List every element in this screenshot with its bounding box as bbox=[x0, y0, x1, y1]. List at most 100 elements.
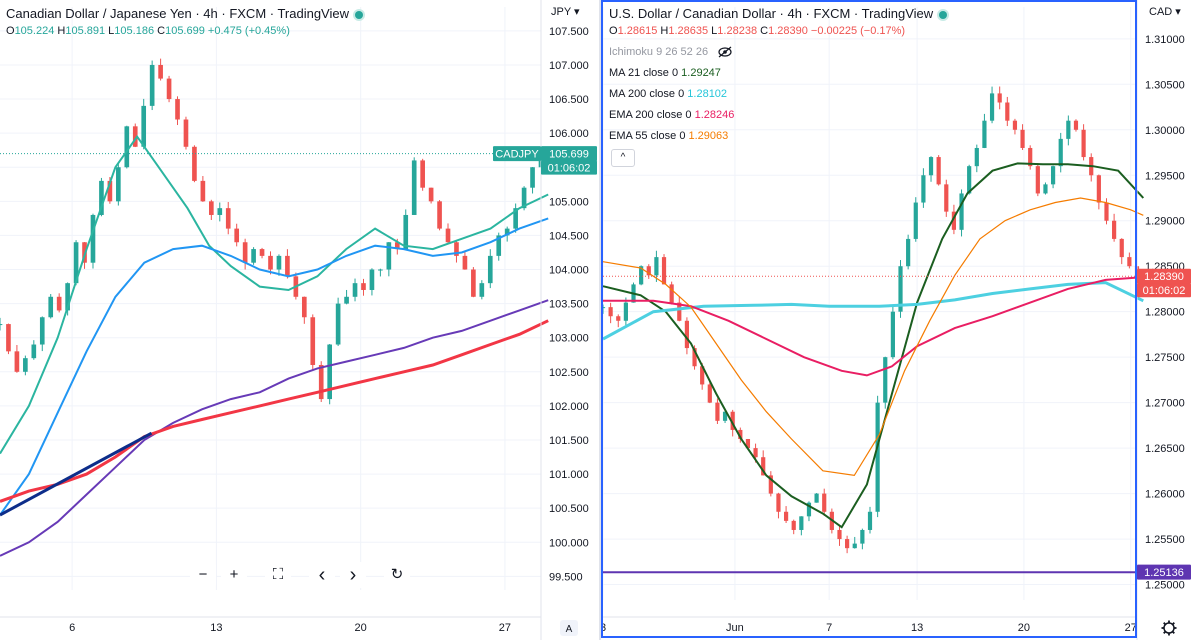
usdcad-legend: U.S. Dollar / Canadian Dollar · 4h · FXC… bbox=[609, 6, 948, 142]
candle-body bbox=[301, 296, 307, 318]
y-tick-label: 104.000 bbox=[549, 265, 589, 277]
candle-body bbox=[445, 228, 451, 243]
candle bbox=[437, 200, 442, 231]
usdcad-chart-panel[interactable]: 1.31000 1.30500 1.30000 1.29500 1.29000 1.285… bbox=[601, 0, 1191, 640]
candle-body bbox=[0, 324, 3, 326]
candle-body bbox=[601, 307, 606, 309]
candle bbox=[166, 75, 172, 103]
gear-tooth bbox=[1171, 622, 1175, 626]
y-tick-label: 107.500 bbox=[549, 26, 589, 38]
candle bbox=[183, 116, 189, 150]
cadjpy-chart-panel[interactable]: 107.500107.000106.500106.000105.500105.0… bbox=[0, 0, 599, 640]
candle bbox=[344, 289, 349, 305]
candle-body bbox=[1096, 175, 1101, 203]
cadjpy-title[interactable]: Canadian Dollar / Japanese Yen · 4h · FX… bbox=[6, 6, 350, 21]
candle bbox=[14, 345, 20, 373]
candle bbox=[1089, 153, 1094, 182]
indicator-ema200[interactable]: EMA 200 close 0 1.28246 bbox=[609, 109, 735, 121]
candle-body bbox=[242, 242, 248, 263]
candle bbox=[209, 199, 214, 220]
candle bbox=[715, 398, 720, 424]
candle bbox=[799, 516, 804, 536]
usdcad-title[interactable]: U.S. Dollar / Canadian Dollar · 4h · FXC… bbox=[609, 6, 934, 21]
candle-body bbox=[883, 357, 888, 403]
candle bbox=[783, 506, 789, 523]
series-line-ema-55-close-0 bbox=[602, 197, 1144, 477]
candle bbox=[1050, 165, 1056, 189]
candle-body bbox=[99, 180, 104, 215]
y-tick-label: 1.26500 bbox=[1145, 443, 1185, 455]
candle-body bbox=[327, 344, 332, 400]
candle-body bbox=[654, 257, 659, 276]
hline-tag: 1.25136 bbox=[1144, 567, 1184, 579]
x-tick-label: 13 bbox=[911, 622, 923, 634]
candle-body bbox=[944, 184, 949, 212]
candle bbox=[890, 306, 895, 360]
market-open-status-icon bbox=[939, 10, 948, 19]
candle bbox=[90, 213, 96, 269]
x-tick-label: 27 bbox=[1125, 622, 1137, 634]
candle bbox=[276, 254, 282, 276]
cadjpy-chart-canvas[interactable]: 107.500107.000106.500106.000105.500105.0… bbox=[0, 0, 599, 640]
candle bbox=[852, 536, 857, 549]
price-tag-bg bbox=[541, 146, 597, 162]
candle-body bbox=[513, 208, 518, 229]
collapse-legend-button[interactable]: ^ bbox=[611, 149, 635, 167]
candle bbox=[285, 249, 290, 279]
scroll-right-button[interactable]: › bbox=[340, 562, 366, 588]
candle bbox=[73, 240, 79, 286]
series-line-ema-200-close-0 bbox=[603, 276, 1144, 377]
hidden-eye-icon[interactable] bbox=[717, 46, 733, 58]
scroll-left-button[interactable]: ‹ bbox=[309, 562, 335, 588]
candle bbox=[974, 144, 979, 173]
candle-body bbox=[73, 242, 79, 284]
candle bbox=[31, 340, 37, 360]
symbol-tag: CADJPY bbox=[495, 149, 539, 161]
candle bbox=[669, 281, 674, 305]
usdcad-chart-canvas[interactable]: 1.310001.305001.300001.295001.290001.285… bbox=[601, 0, 1191, 640]
x-tick-label: 20 bbox=[1018, 622, 1030, 634]
gear-ring bbox=[1163, 622, 1175, 634]
candle bbox=[124, 125, 130, 169]
candle bbox=[327, 344, 332, 405]
candle bbox=[1058, 132, 1063, 173]
indicator-ma21[interactable]: MA 21 close 0 1.29247 bbox=[609, 67, 721, 79]
candle bbox=[806, 501, 812, 522]
candle-body bbox=[411, 160, 417, 215]
candle bbox=[776, 492, 781, 519]
reset-chart-button[interactable]: ↻ bbox=[384, 562, 410, 588]
y-tick-label: 1.29500 bbox=[1145, 170, 1185, 182]
indicator-ichimoku[interactable]: Ichimoku 9 26 52 26 bbox=[609, 46, 947, 58]
candle-body bbox=[369, 269, 375, 290]
candle-body bbox=[1050, 166, 1056, 185]
candle bbox=[1112, 213, 1117, 242]
candle-body bbox=[496, 235, 502, 256]
candle bbox=[1020, 124, 1025, 150]
candle-body bbox=[646, 266, 651, 276]
candle bbox=[352, 278, 358, 302]
candle-body bbox=[1028, 147, 1033, 167]
indicator-ma200[interactable]: MA 200 close 0 1.28102 bbox=[609, 88, 728, 100]
candle-body bbox=[745, 439, 751, 449]
fullscreen-button[interactable]: ⛶ bbox=[265, 562, 291, 588]
candle bbox=[301, 296, 307, 324]
zoom-out-button[interactable]: − bbox=[190, 562, 216, 588]
candle-body bbox=[437, 201, 442, 229]
indicator-ema55[interactable]: EMA 55 close 0 1.29063 bbox=[609, 130, 729, 142]
candle-body bbox=[707, 384, 712, 403]
candle bbox=[967, 164, 972, 195]
candle-body bbox=[1012, 120, 1018, 130]
candle-body bbox=[867, 511, 873, 530]
zoom-in-button[interactable]: + bbox=[221, 562, 247, 588]
candle bbox=[1028, 145, 1033, 170]
candle bbox=[268, 251, 273, 275]
candle-body bbox=[217, 208, 223, 215]
candle bbox=[913, 197, 918, 242]
candle bbox=[369, 268, 375, 296]
candle bbox=[1127, 252, 1132, 269]
y-tick-label: 100.000 bbox=[549, 537, 589, 549]
candle bbox=[1012, 118, 1018, 135]
candle-body bbox=[753, 448, 758, 458]
candle-body bbox=[1043, 184, 1048, 194]
series-line-ma-21-close-0 bbox=[602, 162, 1145, 529]
